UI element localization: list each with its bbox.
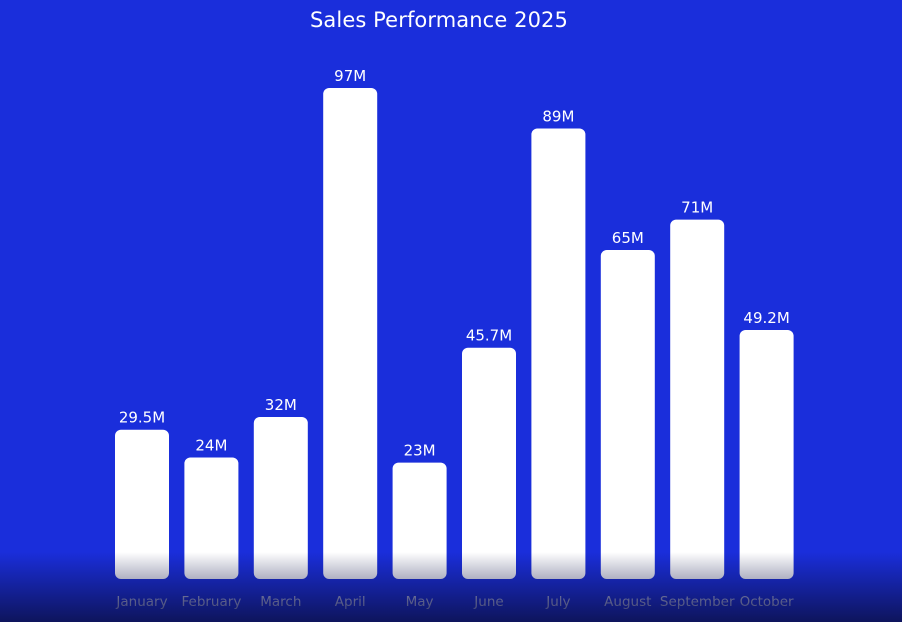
value-label-april: 97M <box>334 67 366 85</box>
category-label-june: June <box>473 594 503 610</box>
category-label-august: August <box>604 594 651 610</box>
value-label-june: 45.7M <box>466 327 512 345</box>
category-label-october: October <box>740 594 794 610</box>
bar-august <box>600 250 655 579</box>
category-label-march: March <box>260 594 301 610</box>
category-label-february: February <box>181 594 241 610</box>
chart-title: Sales Performance 2025 <box>310 8 568 32</box>
value-label-march: 32M <box>265 396 297 414</box>
bar-june <box>462 347 516 579</box>
value-label-september: 71M <box>681 199 713 217</box>
bar-april <box>323 88 378 579</box>
bar-may <box>392 462 447 579</box>
value-label-july: 89M <box>542 108 574 126</box>
value-label-may: 23M <box>404 442 436 460</box>
category-label-september: September <box>660 594 735 610</box>
category-label-january: January <box>115 594 167 610</box>
bar-march <box>253 417 308 579</box>
category-label-july: July <box>545 594 570 610</box>
value-label-january: 29.5M <box>119 409 165 427</box>
bar-september <box>670 219 725 579</box>
bar-january <box>115 429 169 579</box>
category-label-may: May <box>406 594 434 610</box>
value-label-august: 65M <box>612 229 644 247</box>
category-label-april: April <box>335 594 366 610</box>
bar-february <box>184 457 239 579</box>
value-label-february: 24M <box>195 437 227 455</box>
value-label-october: 49.2M <box>743 309 789 327</box>
bar-october <box>739 330 794 579</box>
bar-july <box>531 128 586 579</box>
